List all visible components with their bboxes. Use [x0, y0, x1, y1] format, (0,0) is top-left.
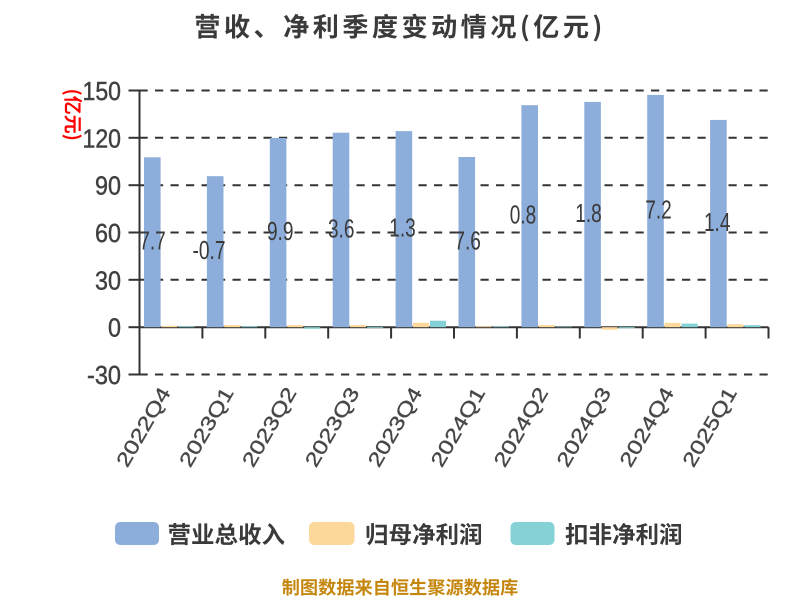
svg-text:-0.7: -0.7	[193, 235, 226, 265]
svg-text:1.3: 1.3	[389, 213, 416, 243]
svg-text:0.8: 0.8	[510, 200, 537, 230]
svg-text:0: 0	[108, 313, 121, 343]
svg-text:30: 30	[95, 265, 121, 295]
svg-text:1.8: 1.8	[575, 198, 602, 228]
svg-text:90: 90	[95, 171, 121, 201]
svg-text:7.7: 7.7	[139, 226, 166, 256]
svg-text:150: 150	[83, 76, 122, 106]
svg-text:7.6: 7.6	[454, 226, 481, 256]
svg-text:-30: -30	[87, 360, 121, 390]
svg-text:1.4: 1.4	[704, 207, 731, 237]
svg-text:9.9: 9.9	[267, 216, 294, 246]
svg-text:120: 120	[83, 123, 122, 153]
svg-text:3.6: 3.6	[328, 213, 355, 243]
svg-text:7.2: 7.2	[645, 195, 672, 225]
svg-text:60: 60	[95, 218, 121, 248]
